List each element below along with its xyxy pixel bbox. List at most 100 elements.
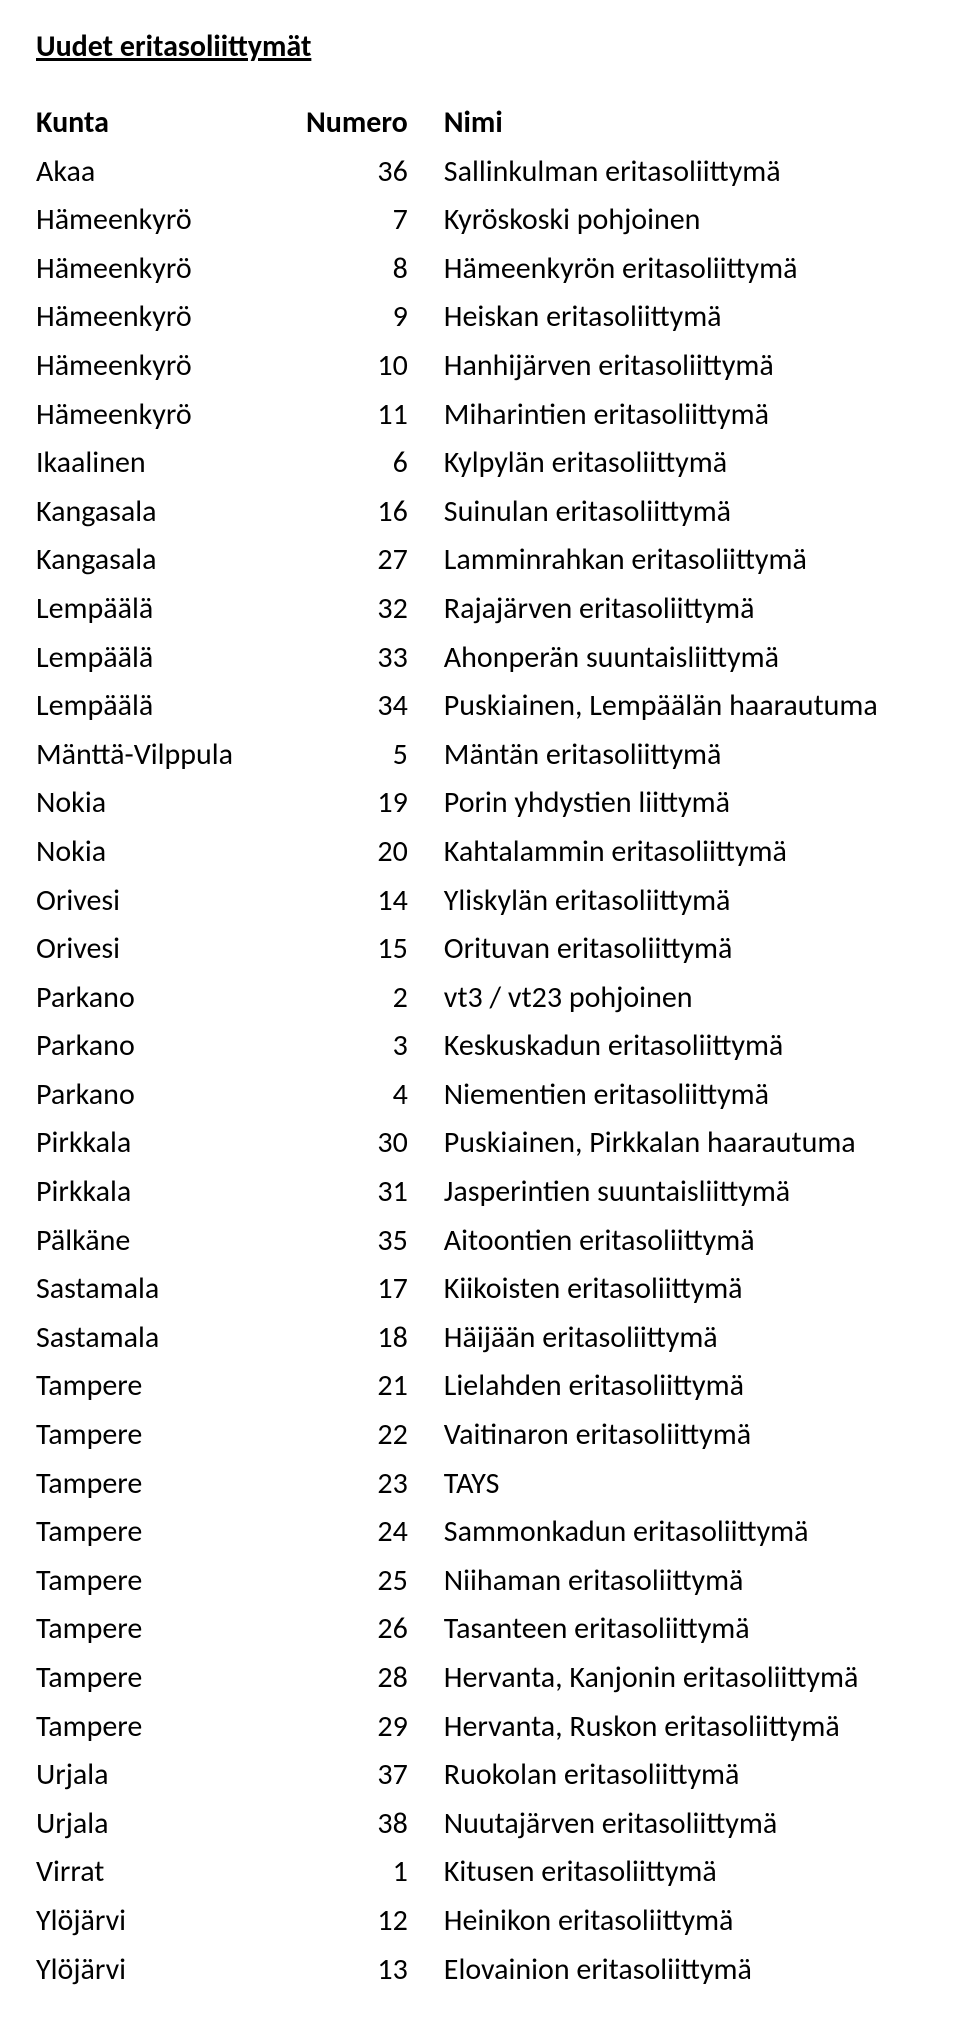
table-row: Hämeenkyrö9Heiskan eritasoliittymä bbox=[36, 293, 924, 342]
cell-kunta: Lempäälä bbox=[36, 682, 306, 731]
cell-numero: 30 bbox=[306, 1119, 444, 1168]
cell-numero: 10 bbox=[306, 342, 444, 391]
cell-nimi: Elovainion eritasoliittymä bbox=[444, 1946, 924, 1995]
cell-nimi: Heiskan eritasoliittymä bbox=[444, 293, 924, 342]
cell-nimi: TAYS bbox=[444, 1460, 924, 1509]
cell-nimi: Miharintien eritasoliittymä bbox=[444, 391, 924, 440]
cell-kunta: Urjala bbox=[36, 1751, 306, 1800]
cell-numero: 14 bbox=[306, 877, 444, 926]
table-row: Tampere25Niihaman eritasoliittymä bbox=[36, 1557, 924, 1606]
cell-nimi: Mäntän eritasoliittymä bbox=[444, 731, 924, 780]
table-row: Pälkäne35Aitoontien eritasoliittymä bbox=[36, 1217, 924, 1266]
cell-kunta: Ylöjärvi bbox=[36, 1897, 306, 1946]
cell-kunta: Orivesi bbox=[36, 925, 306, 974]
table-row: Urjala37Ruokolan eritasoliittymä bbox=[36, 1751, 924, 1800]
cell-kunta: Lempäälä bbox=[36, 585, 306, 634]
table-row: Nokia20Kahtalammin eritasoliittymä bbox=[36, 828, 924, 877]
cell-numero: 35 bbox=[306, 1217, 444, 1266]
cell-kunta: Tampere bbox=[36, 1460, 306, 1509]
table-row: Tampere22Vaitinaron eritasoliittymä bbox=[36, 1411, 924, 1460]
table-row: Akaa36Sallinkulman eritasoliittymä bbox=[36, 148, 924, 197]
cell-nimi: Orituvan eritasoliittymä bbox=[444, 925, 924, 974]
cell-numero: 37 bbox=[306, 1751, 444, 1800]
cell-numero: 29 bbox=[306, 1703, 444, 1752]
cell-numero: 24 bbox=[306, 1508, 444, 1557]
table-row: Hämeenkyrö7Kyröskoski pohjoinen bbox=[36, 196, 924, 245]
table-row: Hämeenkyrö11Miharintien eritasoliittymä bbox=[36, 391, 924, 440]
cell-nimi: Kahtalammin eritasoliittymä bbox=[444, 828, 924, 877]
cell-numero: 8 bbox=[306, 245, 444, 294]
cell-numero: 7 bbox=[306, 196, 444, 245]
cell-nimi: Puskiainen, Pirkkalan haarautuma bbox=[444, 1119, 924, 1168]
table-row: Tampere26Tasanteen eritasoliittymä bbox=[36, 1605, 924, 1654]
cell-nimi: Hervanta, Kanjonin eritasoliittymä bbox=[444, 1654, 924, 1703]
cell-nimi: Hanhijärven eritasoliittymä bbox=[444, 342, 924, 391]
table-row: Parkano4Niementien eritasoliittymä bbox=[36, 1071, 924, 1120]
cell-nimi: Porin yhdystien liittymä bbox=[444, 779, 924, 828]
cell-kunta: Hämeenkyrö bbox=[36, 196, 306, 245]
cell-nimi: vt3 / vt23 pohjoinen bbox=[444, 974, 924, 1023]
page-title: Uudet eritasoliittymät bbox=[36, 28, 924, 65]
table-header-row: Kunta Numero Nimi bbox=[36, 99, 924, 148]
cell-nimi: Aitoontien eritasoliittymä bbox=[444, 1217, 924, 1266]
cell-nimi: Hervanta, Ruskon eritasoliittymä bbox=[444, 1703, 924, 1752]
cell-kunta: Hämeenkyrö bbox=[36, 293, 306, 342]
table-row: Orivesi14Yliskylän eritasoliittymä bbox=[36, 877, 924, 926]
cell-nimi: Kylpylän eritasoliittymä bbox=[444, 439, 924, 488]
cell-nimi: Kitusen eritasoliittymä bbox=[444, 1848, 924, 1897]
table-row: Lempäälä32Rajajärven eritasoliittymä bbox=[36, 585, 924, 634]
cell-numero: 38 bbox=[306, 1800, 444, 1849]
cell-nimi: Vaitinaron eritasoliittymä bbox=[444, 1411, 924, 1460]
cell-kunta: Kangasala bbox=[36, 536, 306, 585]
cell-nimi: Rajajärven eritasoliittymä bbox=[444, 585, 924, 634]
cell-nimi: Hämeenkyrön eritasoliittymä bbox=[444, 245, 924, 294]
cell-numero: 26 bbox=[306, 1605, 444, 1654]
cell-nimi: Sammonkadun eritasoliittymä bbox=[444, 1508, 924, 1557]
cell-kunta: Virrat bbox=[36, 1848, 306, 1897]
cell-kunta: Tampere bbox=[36, 1605, 306, 1654]
cell-numero: 25 bbox=[306, 1557, 444, 1606]
cell-nimi: Keskuskadun eritasoliittymä bbox=[444, 1022, 924, 1071]
cell-nimi: Niihaman eritasoliittymä bbox=[444, 1557, 924, 1606]
cell-nimi: Nuutajärven eritasoliittymä bbox=[444, 1800, 924, 1849]
table-row: Tampere29Hervanta, Ruskon eritasoliittym… bbox=[36, 1703, 924, 1752]
table-body: Akaa36Sallinkulman eritasoliittymäHämeen… bbox=[36, 148, 924, 1995]
table-row: Mänttä-Vilppula5Mäntän eritasoliittymä bbox=[36, 731, 924, 780]
cell-numero: 1 bbox=[306, 1848, 444, 1897]
cell-kunta: Ylöjärvi bbox=[36, 1946, 306, 1995]
cell-numero: 20 bbox=[306, 828, 444, 877]
cell-numero: 19 bbox=[306, 779, 444, 828]
table-row: Ylöjärvi13Elovainion eritasoliittymä bbox=[36, 1946, 924, 1995]
cell-kunta: Tampere bbox=[36, 1703, 306, 1752]
cell-kunta: Tampere bbox=[36, 1654, 306, 1703]
cell-numero: 6 bbox=[306, 439, 444, 488]
cell-kunta: Parkano bbox=[36, 1071, 306, 1120]
cell-numero: 36 bbox=[306, 148, 444, 197]
table-row: Tampere28Hervanta, Kanjonin eritasoliitt… bbox=[36, 1654, 924, 1703]
table-row: Kangasala27Lamminrahkan eritasoliittymä bbox=[36, 536, 924, 585]
cell-numero: 22 bbox=[306, 1411, 444, 1460]
cell-kunta: Mänttä-Vilppula bbox=[36, 731, 306, 780]
cell-numero: 18 bbox=[306, 1314, 444, 1363]
cell-kunta: Hämeenkyrö bbox=[36, 391, 306, 440]
cell-numero: 12 bbox=[306, 1897, 444, 1946]
table-row: Pirkkala30Puskiainen, Pirkkalan haarautu… bbox=[36, 1119, 924, 1168]
cell-numero: 15 bbox=[306, 925, 444, 974]
cell-numero: 3 bbox=[306, 1022, 444, 1071]
table-row: Tampere21Lielahden eritasoliittymä bbox=[36, 1362, 924, 1411]
cell-nimi: Niementien eritasoliittymä bbox=[444, 1071, 924, 1120]
col-header-nimi: Nimi bbox=[444, 99, 924, 148]
cell-nimi: Puskiainen, Lempäälän haarautuma bbox=[444, 682, 924, 731]
table-row: Tampere24Sammonkadun eritasoliittymä bbox=[36, 1508, 924, 1557]
cell-nimi: Suinulan eritasoliittymä bbox=[444, 488, 924, 537]
cell-nimi: Lamminrahkan eritasoliittymä bbox=[444, 536, 924, 585]
col-header-kunta: Kunta bbox=[36, 99, 306, 148]
cell-kunta: Orivesi bbox=[36, 877, 306, 926]
cell-nimi: Sallinkulman eritasoliittymä bbox=[444, 148, 924, 197]
cell-numero: 33 bbox=[306, 634, 444, 683]
col-header-numero: Numero bbox=[306, 99, 444, 148]
cell-kunta: Nokia bbox=[36, 779, 306, 828]
table-row: Tampere23TAYS bbox=[36, 1460, 924, 1509]
table-row: Kangasala16Suinulan eritasoliittymä bbox=[36, 488, 924, 537]
table-row: Pirkkala31Jasperintien suuntaisliittymä bbox=[36, 1168, 924, 1217]
